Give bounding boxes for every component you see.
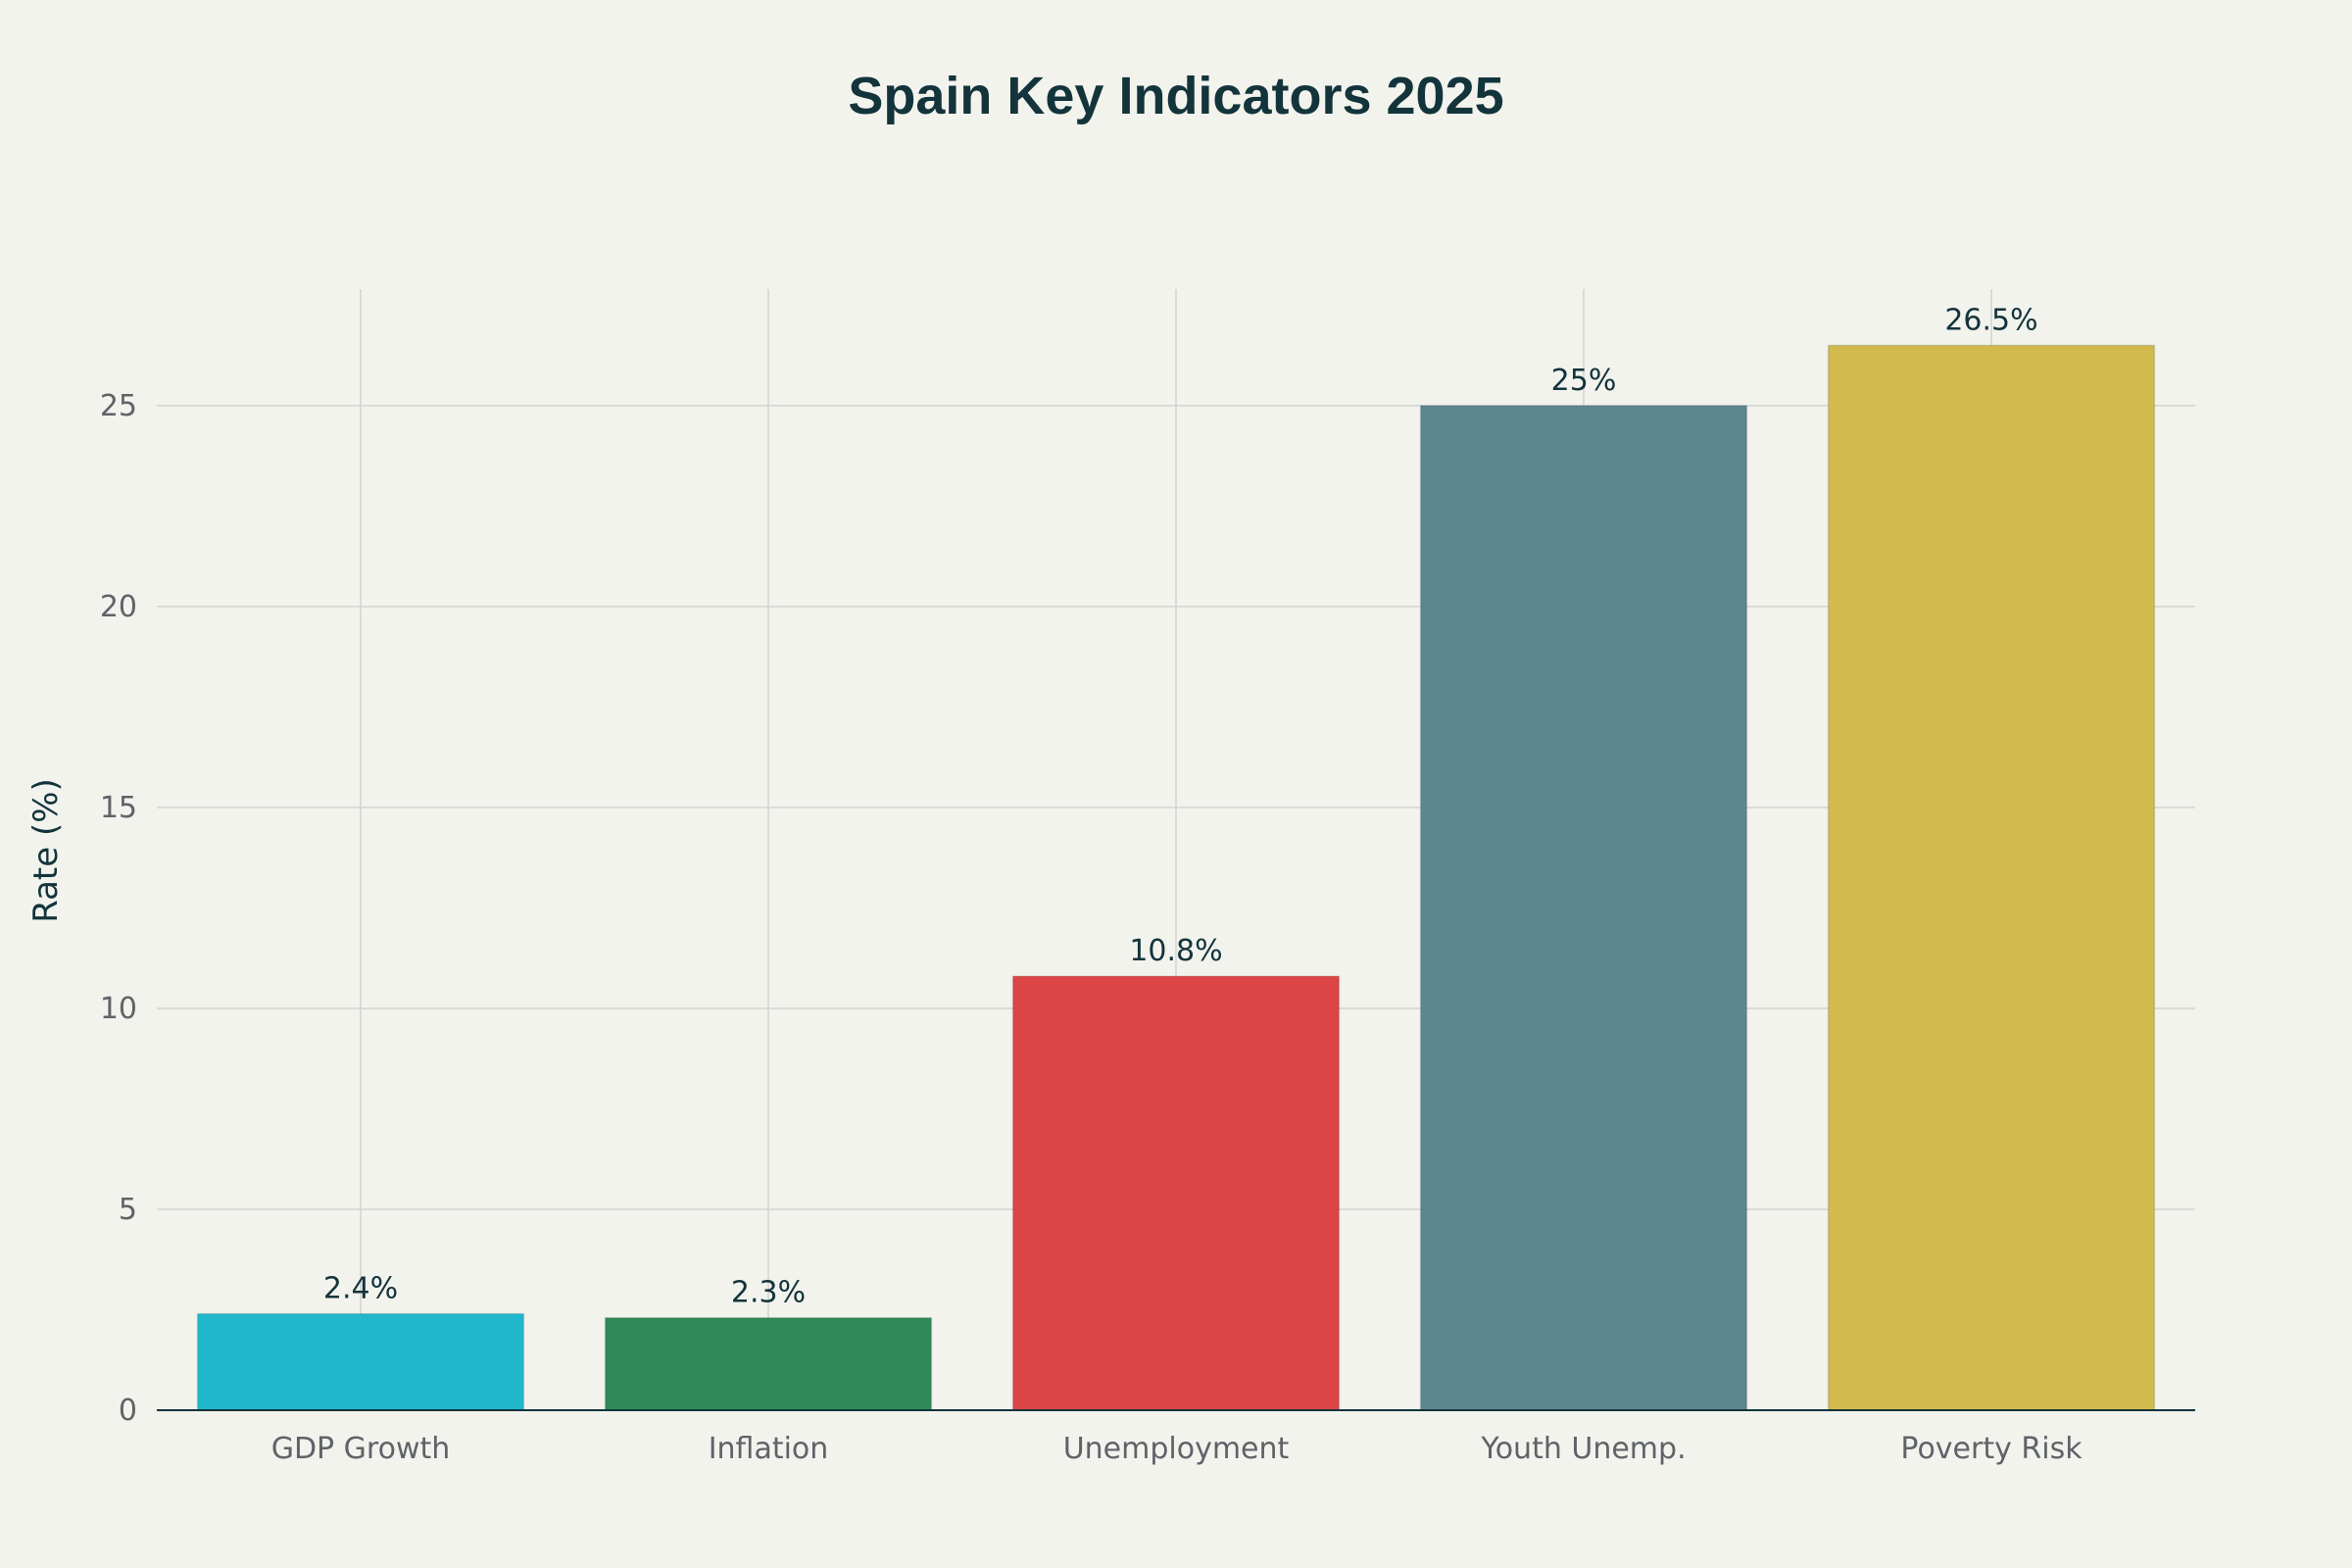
y-axis-title: Rate (%) (26, 778, 66, 923)
bar (604, 1316, 933, 1411)
data-label: 26.5% (1944, 303, 2037, 337)
data-label: 2.4% (323, 1272, 398, 1306)
data-label: 2.3% (731, 1276, 806, 1310)
data-label: 10.8% (1129, 934, 1222, 968)
y-tick-label: 15 (100, 791, 137, 825)
bar (196, 1312, 525, 1411)
bar (1419, 405, 1748, 1411)
x-tick-label: Youth Unemp. (1480, 1432, 1686, 1466)
x-tick-label: Inflation (709, 1432, 829, 1466)
y-tick-label: 0 (119, 1394, 137, 1428)
chart-title: Spain Key Indicators 2025 (848, 67, 1503, 125)
x-tick-label: GDP Growth (271, 1432, 451, 1466)
y-tick-label: 5 (119, 1193, 137, 1227)
bar (1011, 975, 1341, 1411)
y-tick-label: 20 (100, 590, 137, 624)
data-label: 25% (1551, 364, 1617, 398)
x-tick-label: Poverty Risk (1900, 1432, 2082, 1466)
y-tick-label: 25 (100, 389, 137, 423)
bar (1827, 344, 2156, 1411)
labels: 0 5 10 15 20 25 2.4% GDP Growth 2.3% Inflation 10.… (100, 303, 2195, 1466)
x-tick-label: Unemployment (1063, 1432, 1290, 1466)
y-tick-label: 10 (100, 992, 137, 1026)
